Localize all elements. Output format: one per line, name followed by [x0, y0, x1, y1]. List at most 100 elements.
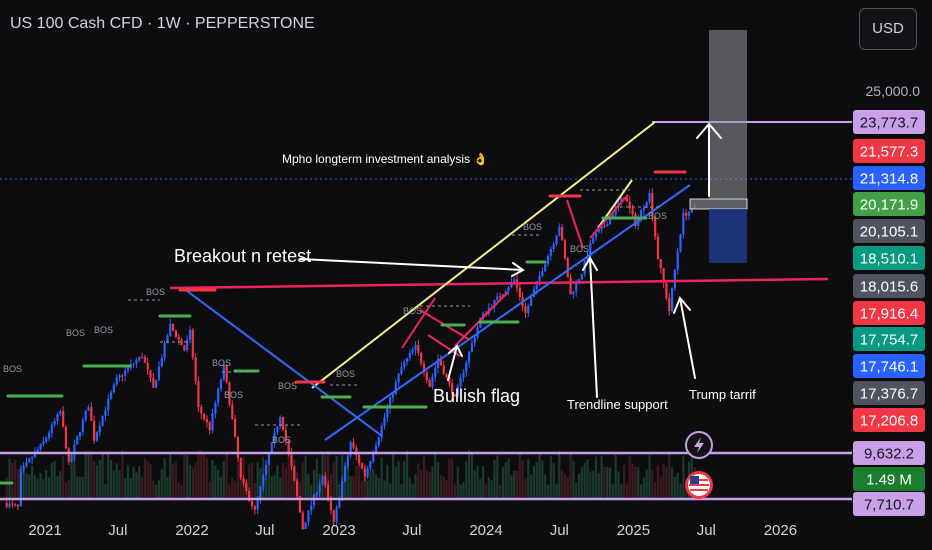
volume-bar — [651, 469, 654, 500]
volume-bar — [586, 459, 589, 500]
volume-bar — [107, 451, 110, 500]
candle-body — [369, 461, 372, 468]
candle-body — [662, 268, 665, 284]
candle-body — [597, 229, 600, 233]
candle-body — [56, 414, 59, 421]
candle-body — [296, 480, 299, 497]
candle-body — [321, 475, 324, 485]
volume-bar — [98, 460, 101, 500]
candle-body — [659, 259, 662, 269]
x-tick-label: 2026 — [764, 522, 797, 539]
volume-bar — [276, 465, 279, 500]
volume-bar — [445, 480, 448, 500]
candle-body — [580, 274, 583, 280]
volume-bar — [160, 469, 163, 500]
candle-body — [439, 358, 442, 366]
volume-bar — [155, 484, 158, 500]
lightning-icon[interactable] — [685, 431, 713, 459]
yellow-flag-line — [597, 179, 633, 229]
candle-body — [284, 430, 287, 441]
volume-bar — [267, 451, 271, 500]
price-badge: 17,916.4 — [853, 301, 925, 325]
volume-bar — [11, 462, 14, 500]
price-badge-label: 20,171.9 — [860, 197, 918, 214]
candle-body — [219, 379, 223, 389]
volume-bar — [422, 455, 426, 500]
volume-bar — [515, 470, 519, 500]
volume-bar — [383, 480, 386, 500]
volume-bar — [78, 476, 82, 500]
volume-bar — [214, 465, 217, 500]
candle-body — [341, 481, 344, 498]
volume-bar — [524, 478, 527, 500]
candle-body — [687, 212, 691, 216]
volume-bar — [191, 467, 194, 500]
volume-bar — [349, 476, 352, 500]
candle-body — [639, 210, 643, 218]
candle-body — [442, 365, 445, 375]
candle-body — [608, 217, 612, 225]
volume-bar — [143, 457, 146, 500]
volume-bar — [397, 461, 400, 500]
candle-body — [270, 442, 273, 455]
volume-bar — [507, 458, 510, 500]
candle-body — [143, 357, 146, 363]
candle-body — [290, 453, 293, 467]
candle-body — [374, 445, 378, 454]
candle-body — [572, 291, 575, 295]
candle-body — [126, 367, 130, 371]
volume-bar — [211, 460, 214, 500]
candle-body — [33, 452, 37, 458]
candle-body — [434, 367, 437, 377]
volume-bar — [577, 473, 581, 500]
candle-body — [183, 345, 186, 351]
volume-bar — [256, 461, 259, 500]
volume-bar — [654, 481, 657, 500]
volume-bar — [188, 464, 192, 500]
volume-bar — [425, 470, 428, 500]
bos-label: BOS — [224, 390, 243, 400]
price-badge-label: 21,577.3 — [860, 144, 918, 161]
candle-body — [50, 424, 53, 433]
volume-bar — [358, 462, 361, 500]
candle-body — [19, 469, 22, 507]
volume-bar — [662, 463, 665, 500]
volume-bar — [530, 474, 533, 500]
red-flag-line-1 — [401, 297, 436, 349]
volume-bar — [645, 469, 648, 500]
volume-bar — [197, 450, 200, 500]
volume-bar — [575, 482, 578, 500]
volume-bar — [298, 482, 302, 500]
candle-body — [90, 407, 93, 421]
candle-body — [363, 468, 366, 477]
candle-body — [386, 408, 389, 418]
volume-bar — [369, 471, 372, 500]
candle-body — [391, 393, 395, 398]
volume-bar — [490, 480, 493, 500]
candle-body — [169, 323, 172, 337]
volume-bar — [64, 482, 68, 500]
volume-bar — [281, 462, 285, 500]
candle-body — [42, 441, 45, 444]
candle-body — [498, 296, 502, 298]
volume-bar — [84, 453, 87, 500]
us-flag-icon[interactable] — [685, 471, 713, 499]
bos-label: BOS — [272, 435, 291, 445]
volume-bar — [327, 451, 330, 500]
candle-body — [149, 370, 152, 378]
volume-bar — [473, 470, 476, 500]
currency-button[interactable]: USD — [859, 8, 917, 50]
x-tick-label: Jul — [697, 522, 716, 539]
price-badge-label: 17,754.7 — [860, 332, 918, 349]
candle-body — [673, 269, 676, 288]
volume-bar — [16, 468, 20, 500]
candle-body — [654, 216, 657, 237]
candle-body — [28, 458, 31, 463]
volume-bar — [501, 466, 505, 500]
volume-bar — [287, 451, 290, 500]
volume-bar — [270, 475, 273, 500]
volume-bar — [459, 484, 462, 500]
support-level-line — [169, 277, 829, 290]
volume-bar — [453, 483, 457, 500]
